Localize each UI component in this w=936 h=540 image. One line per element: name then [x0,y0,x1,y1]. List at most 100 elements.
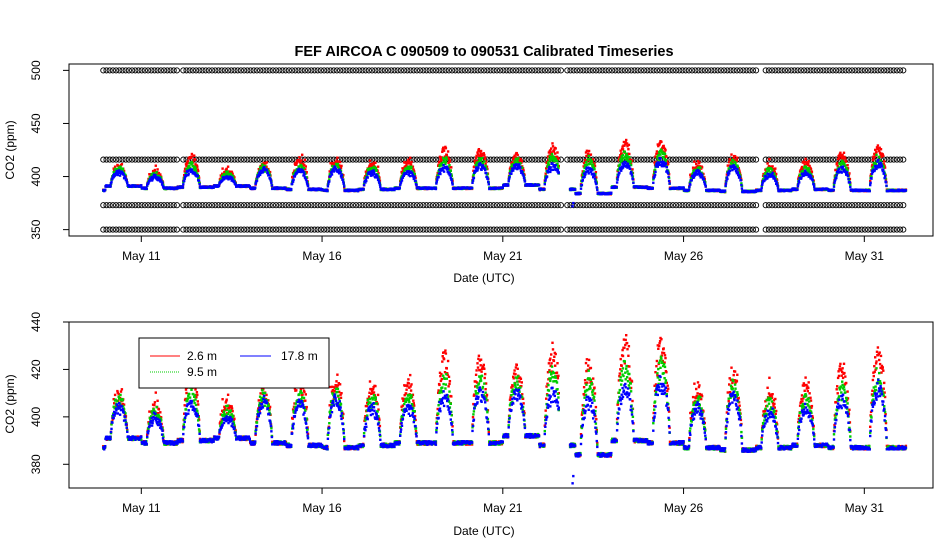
top-point-9-5-m [516,159,519,162]
reference-level-marker [724,67,731,74]
top-point-2-6-m [809,168,813,171]
reference-level-marker [337,67,344,74]
reference-level-marker [737,226,744,233]
reference-level-marker [689,226,696,233]
top-point-2-6-m [883,164,886,167]
top-point-2-6-m [619,149,622,152]
top-point-2-6-m [736,156,739,159]
top-point-17-8-m [326,185,330,188]
top-point-9-5-m [879,160,883,163]
reference-level-marker [343,67,350,74]
top-point-17-8-m [120,170,124,174]
reference-level-marker [589,226,596,233]
reference-level-marker [893,67,900,74]
top-point-9-5-m [591,165,594,168]
top-point-2-6-m [595,176,598,179]
top-point-9-5-m [589,162,592,166]
reference-level-marker [301,67,308,74]
top-point-9-5-m [510,165,513,168]
reference-level-marker [813,202,820,209]
reference-level-marker [657,67,664,74]
top-point-2-6-m [520,159,523,163]
top-point-2-6-m [620,152,623,155]
reference-level-marker [100,156,107,163]
reference-level-marker [298,226,305,233]
top-point-17-8-m [292,178,295,181]
reference-level-marker [605,202,612,209]
reference-level-marker [481,226,488,233]
top-point-17-8-m [258,173,262,177]
top-point-9-5-m [765,167,768,171]
reference-level-marker [420,202,427,209]
reference-level-marker [500,67,507,74]
reference-level-marker [234,67,241,74]
reference-level-marker [330,67,337,74]
top-point-9-5-m [375,169,378,172]
top-point-9-5-m [592,163,595,166]
top-point-17-8-m [254,182,257,186]
top-point-2-6-m [837,157,841,160]
reference-level-marker [573,156,580,163]
reference-level-marker [189,226,196,233]
reference-level-marker [349,156,356,163]
reference-level-marker [353,226,360,233]
top-point-9-5-m [766,170,769,173]
top-point-2-6-m [696,164,699,168]
top-point-2-6-m [556,151,559,154]
top-point-9-5-m [184,172,188,175]
reference-level-marker [231,226,238,233]
top-point-9-5-m [551,157,554,160]
top-point-9-5-m [437,170,440,173]
reference-level-marker [516,202,523,209]
reference-level-marker [797,226,804,233]
top-point-9-5-m [476,162,479,165]
reference-level-marker [199,67,206,74]
reference-level-marker [637,202,644,209]
reference-level-marker [151,156,158,163]
top-point-2-6-m [804,157,807,161]
reference-level-marker [791,156,798,163]
reference-level-marker [253,202,260,209]
reference-level-marker [413,67,420,74]
top-point-9-5-m [628,162,631,165]
reference-level-marker [257,156,264,163]
top-point-2-6-m [623,144,626,147]
reference-level-marker [804,226,811,233]
top-point-9-5-m [410,165,413,169]
reference-level-marker [810,202,817,209]
reference-level-marker [596,226,603,233]
reference-level-marker [733,226,740,233]
reference-level-marker [551,67,558,74]
reference-level-marker [705,156,712,163]
reference-level-marker [772,226,779,233]
top-point-2-6-m [193,154,196,157]
top-point-9-5-m [653,168,657,171]
top-point-17-8-m [306,184,310,188]
reference-level-marker [817,156,824,163]
top-point-17-8-m [270,184,274,187]
top-point-2-6-m [442,146,445,149]
top-point-2-6-m [871,163,874,167]
reference-level-marker [458,156,465,163]
reference-level-marker [564,67,571,74]
reference-level-marker [119,156,126,163]
reference-level-marker [711,156,718,163]
reference-level-marker [711,67,718,74]
top-point-2-6-m [546,155,550,158]
reference-level-marker [145,156,152,163]
top-point-9-5-m [339,169,343,173]
reference-level-marker [106,226,113,233]
top-point-17-8-m [178,186,181,190]
reference-level-marker [698,67,705,74]
top-point-2-6-m [840,156,843,160]
reference-level-marker [215,67,222,74]
reference-level-marker [810,156,817,163]
reference-level-marker [285,202,292,209]
top-point-2-6-m [801,168,804,171]
top-point-17-8-m [233,180,236,183]
reference-level-marker [593,226,600,233]
reference-level-marker [887,156,894,163]
reference-level-marker [593,67,600,74]
reference-level-marker [164,202,171,209]
reference-level-marker [465,67,472,74]
